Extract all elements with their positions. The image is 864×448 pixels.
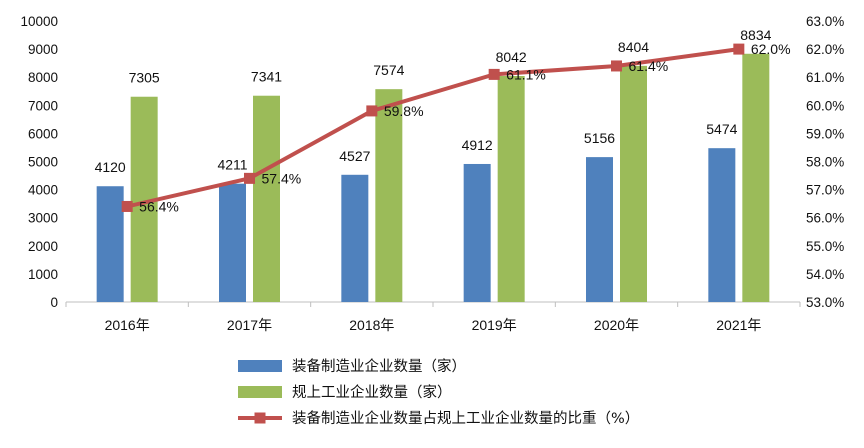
right-axis-tick-label: 53.0% <box>806 295 844 310</box>
left-axis-tick-label: 6000 <box>28 126 58 141</box>
left-axis-tick-label: 7000 <box>28 98 58 113</box>
right-axis-tick-label: 61.0% <box>806 70 844 85</box>
bar-industrial-enterprises <box>620 65 647 303</box>
ratio-point-marker <box>611 60 622 72</box>
ratio-series-line <box>126 47 740 209</box>
x-axis-category-label: 2019年 <box>472 317 517 333</box>
bar-equipment-value-label: 4120 <box>95 159 126 175</box>
legend-swatch-industrial <box>238 386 282 398</box>
right-axis-tick-label: 63.0% <box>806 14 844 29</box>
bar-industrial-value-label: 7305 <box>129 70 160 86</box>
right-axis-tick-label: 56.0% <box>806 211 844 226</box>
bar-equipment-manufacturing <box>341 174 369 302</box>
left-axis-tick-label: 5000 <box>28 155 58 170</box>
ratio-point-marker <box>244 172 255 184</box>
left-axis-tick-label: 1000 <box>28 267 58 282</box>
right-axis-tick-label: 54.0% <box>806 267 844 282</box>
bar-equipment-value-label: 5474 <box>706 121 737 137</box>
bar-industrial-value-label: 8404 <box>618 39 649 55</box>
data-labels: 4120 7305 4211 7341 4527 7574 4912 8042 5156 8404… <box>95 27 791 215</box>
legend-label-equipment: 装备制造业企业数量（家） <box>292 357 466 375</box>
ratio-value-label: 56.4% <box>139 198 179 214</box>
bar-industrial-enterprises <box>375 89 403 303</box>
bars <box>96 53 770 303</box>
right-axis-tick-label: 55.0% <box>806 239 844 254</box>
ratio-point-marker <box>366 105 378 117</box>
ratio-value-label: 59.8% <box>384 103 424 119</box>
axes: 0 1000 2000 3000 4000 5000 6000 7000 8000 9000 100… <box>20 14 844 333</box>
bar-equipment-manufacturing <box>219 183 246 302</box>
left-axis-tick-label: 8000 <box>28 70 58 85</box>
x-axis-category-label: 2018年 <box>349 317 394 333</box>
right-axis-tick-label: 60.0% <box>806 98 844 113</box>
bar-equipment-value-label: 4527 <box>339 148 370 164</box>
x-axis-category-label: 2020年 <box>594 317 639 333</box>
bar-equipment-manufacturing <box>463 163 491 302</box>
legend-label-ratio: 装备制造业企业数量占规上工业企业数量的比重（%） <box>292 409 639 427</box>
x-axis-category-label: 2021年 <box>716 317 761 333</box>
left-axis-tick-label: 2000 <box>28 239 58 254</box>
ratio-value-label: 62.0% <box>751 41 791 57</box>
ratio-value-label: 61.4% <box>629 58 669 74</box>
legend-swatch-equipment <box>238 360 282 372</box>
left-axis-tick-label: 0 <box>50 295 58 310</box>
ratio-point-marker <box>733 43 745 55</box>
left-axis-tick-label: 9000 <box>28 42 58 57</box>
bar-equipment-manufacturing <box>96 186 124 302</box>
ratio-point-marker <box>121 200 133 212</box>
left-axis-tick-label: 4000 <box>28 183 58 198</box>
bar-industrial-enterprises <box>497 76 525 302</box>
bar-industrial-value-label: 8042 <box>496 49 527 65</box>
legend-marker-ratio <box>254 412 266 424</box>
bar-industrial-value-label: 7574 <box>373 62 404 78</box>
bar-equipment-value-label: 4912 <box>462 137 493 153</box>
left-axis-tick-label: 3000 <box>28 211 58 226</box>
ratio-value-label: 61.1% <box>506 66 546 82</box>
bar-industrial-value-label: 7341 <box>251 69 282 85</box>
right-axis-tick-label: 58.0% <box>806 155 844 170</box>
bar-industrial-enterprises <box>253 95 280 303</box>
bar-equipment-value-label: 4211 <box>217 157 247 173</box>
right-axis-tick-label: 62.0% <box>806 42 844 57</box>
bar-industrial-value-label: 8834 <box>740 27 771 43</box>
bar-equipment-manufacturing <box>708 148 736 302</box>
left-axis-tick-label: 10000 <box>20 14 58 29</box>
bar-equipment-value-label: 5156 <box>584 130 615 146</box>
x-axis-category-label: 2016年 <box>105 317 150 333</box>
ratio-point-marker <box>488 68 500 80</box>
legend-label-industrial: 规上工业企业数量（家） <box>292 383 452 401</box>
x-axis-category-label: 2017年 <box>227 317 272 333</box>
bar-industrial-enterprises <box>742 53 770 302</box>
legend: 装备制造业企业数量（家） 规上工业企业数量（家） 装备制造业企业数量占规上工业企业数… <box>238 357 639 427</box>
right-axis-tick-label: 57.0% <box>806 183 844 198</box>
bar-equipment-manufacturing <box>586 157 613 302</box>
ratio-value-label: 57.4% <box>262 170 302 186</box>
right-axis-tick-label: 59.0% <box>806 126 844 141</box>
ratio-line <box>121 43 745 212</box>
